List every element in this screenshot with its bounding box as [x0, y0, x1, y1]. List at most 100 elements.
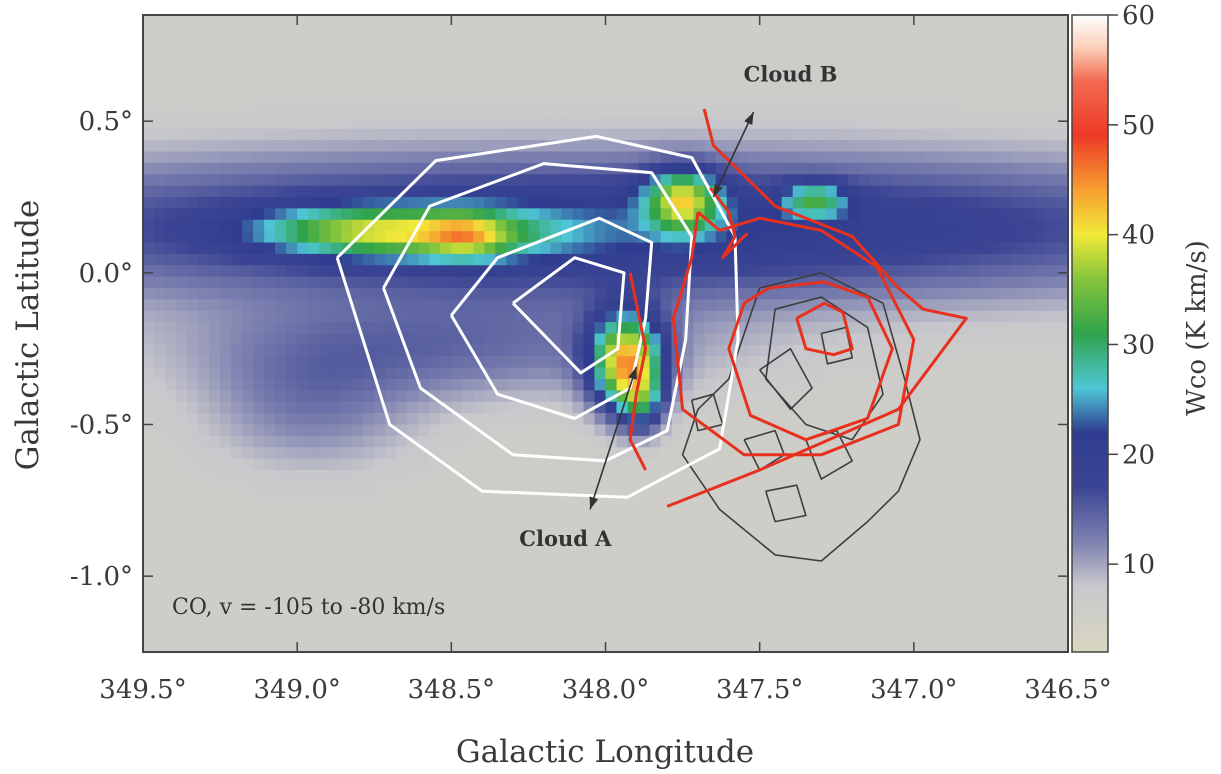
heatmap-cell: [154, 424, 166, 437]
heatmap-cell: [319, 333, 331, 346]
y-axis-title: Galactic Latitude: [10, 200, 46, 471]
heatmap-cell: [990, 322, 1003, 335]
heatmap-cell: [550, 151, 563, 164]
heatmap-cell: [1023, 174, 1036, 187]
heatmap-cell: [913, 617, 926, 630]
heatmap-cell: [275, 435, 287, 448]
heatmap-cell: [1045, 15, 1058, 27]
heatmap-cell: [297, 208, 309, 221]
heatmap-cell: [880, 49, 893, 62]
heatmap-cell: [517, 60, 530, 73]
heatmap-cell: [572, 390, 585, 403]
heatmap-cell: [902, 515, 915, 528]
heatmap-cell: [220, 458, 232, 471]
heatmap-cell: [781, 379, 794, 391]
heatmap-cell: [231, 640, 243, 652]
heatmap-cell: [726, 458, 739, 471]
heatmap-cell: [495, 83, 507, 96]
heatmap-cell: [1034, 606, 1047, 619]
heatmap-cell: [495, 140, 507, 153]
x-tick-label: 348.5°: [408, 675, 495, 705]
heatmap-cell: [704, 15, 717, 27]
heatmap-cell: [330, 185, 342, 198]
heatmap-cell: [616, 140, 629, 153]
heatmap-cell: [462, 583, 474, 596]
heatmap-cell: [176, 379, 188, 391]
heatmap-cell: [319, 106, 331, 118]
heatmap-cell: [275, 629, 287, 642]
heatmap-cell: [242, 117, 254, 130]
heatmap-cell: [363, 447, 375, 460]
heatmap-cell: [572, 629, 585, 642]
heatmap-cell: [550, 49, 563, 62]
heatmap-cell: [517, 162, 530, 175]
heatmap-cell: [165, 242, 177, 255]
heatmap-cell: [220, 356, 232, 369]
heatmap-cell: [979, 276, 992, 289]
heatmap-cell: [1012, 458, 1025, 471]
heatmap-cell: [649, 492, 662, 505]
heatmap-cell: [968, 106, 981, 118]
heatmap-cell: [990, 379, 1003, 391]
heatmap-cell: [682, 231, 695, 244]
heatmap-cell: [957, 470, 970, 482]
heatmap-cell: [341, 162, 353, 175]
heatmap-cell: [671, 333, 684, 346]
heatmap-cell: [165, 481, 177, 494]
heatmap-cell: [1056, 322, 1068, 335]
heatmap-cell: [286, 299, 298, 312]
heatmap-cell: [1012, 185, 1025, 198]
heatmap-cell: [726, 561, 739, 573]
heatmap-cell: [649, 276, 662, 289]
heatmap-cell: [1045, 458, 1058, 471]
heatmap-cell: [264, 151, 276, 164]
heatmap-cell: [396, 356, 408, 369]
heatmap-cell: [297, 606, 309, 619]
heatmap-cell: [253, 94, 265, 107]
heatmap-cell: [462, 117, 474, 130]
heatmap-cell: [682, 49, 695, 62]
heatmap-cell: [638, 401, 651, 414]
heatmap-cell: [198, 231, 210, 244]
heatmap-cell: [583, 595, 596, 608]
heatmap-cell: [330, 526, 342, 539]
heatmap-cell: [715, 367, 728, 380]
heatmap-cell: [352, 640, 364, 652]
heatmap-cell: [990, 117, 1003, 130]
heatmap-cell: [484, 572, 496, 585]
heatmap-cell: [902, 492, 915, 505]
heatmap-cell: [1001, 561, 1014, 573]
heatmap-cell: [341, 60, 353, 73]
heatmap-cell: [429, 83, 441, 96]
heatmap-cell: [165, 231, 177, 244]
heatmap-cell: [462, 606, 474, 619]
heatmap-cell: [979, 94, 992, 107]
heatmap-cell: [605, 413, 618, 426]
heatmap-cell: [539, 617, 552, 630]
heatmap-cell: [286, 629, 298, 642]
heatmap-cell: [341, 629, 353, 642]
white-contour: [382, 162, 694, 463]
heatmap-cell: [176, 447, 188, 460]
heatmap-cell: [671, 424, 684, 437]
heatmap-cell: [440, 15, 452, 27]
heatmap-cell: [649, 231, 662, 244]
heatmap-cell: [363, 595, 375, 608]
heatmap-cell: [319, 640, 331, 652]
heatmap-cell: [781, 538, 794, 551]
heatmap-cell: [715, 265, 728, 278]
heatmap-cell: [869, 60, 882, 73]
heatmap-cell: [660, 640, 673, 652]
heatmap-cell: [484, 83, 496, 96]
heatmap-cell: [440, 37, 452, 50]
heatmap-cell: [946, 242, 959, 255]
heatmap-cell: [451, 231, 463, 244]
heatmap-cell: [616, 367, 629, 380]
heatmap-cell: [682, 583, 695, 596]
heatmap-cell: [154, 174, 166, 187]
heatmap-cell: [682, 117, 695, 130]
heatmap-cell: [187, 37, 199, 50]
heatmap-cell: [154, 94, 166, 107]
heatmap-cell: [616, 322, 629, 335]
heatmap-cell: [594, 208, 607, 221]
